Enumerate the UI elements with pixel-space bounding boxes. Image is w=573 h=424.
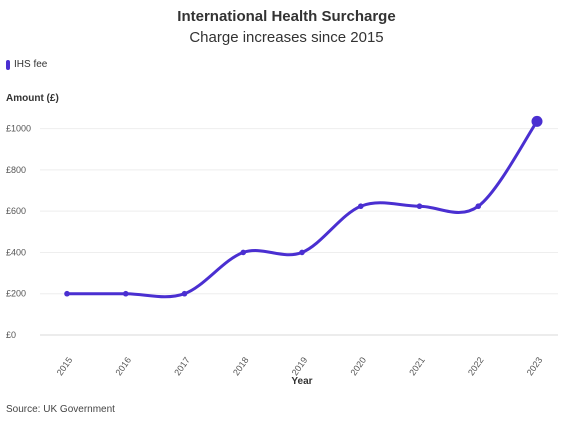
x-tick-label: 2023 [525,355,545,377]
x-tick-label: 2017 [172,355,192,377]
y-tick-label: £0 [6,330,16,340]
legend-label: IHS fee [14,59,48,70]
legend-swatch [6,59,10,70]
x-tick-label: 2015 [55,355,75,377]
data-point [181,290,188,297]
data-point [416,203,423,210]
series-line [65,119,539,299]
x-tick-label: 2019 [290,355,310,377]
data-point [299,249,305,256]
x-tick-label: 2018 [231,355,251,377]
chart-subtitle: Charge increases since 2015 [189,29,384,46]
legend: IHS fee [6,59,47,70]
data-point [531,115,543,127]
x-tick-label: 2020 [348,355,368,377]
x-axis-label: Year [291,376,312,387]
y-tick-label: £800 [6,165,26,175]
y-axis-label: Amount (£) [6,93,59,104]
data-point [64,290,70,297]
y-tick-label: £200 [6,289,26,299]
data-point [122,290,129,297]
data-point [357,203,364,210]
x-tick-label: 2022 [466,355,486,377]
source-note: Source: UK Government [6,404,115,415]
x-tick-label: 2016 [113,355,133,377]
y-tick-label: £1000 [6,124,31,134]
y-tick-label: £400 [6,247,26,257]
y-tick-label: £600 [6,206,26,216]
x-tick-label: 2021 [407,355,427,377]
chart-title: International Health Surcharge [177,8,396,25]
data-point [240,249,247,256]
data-point [475,203,482,210]
